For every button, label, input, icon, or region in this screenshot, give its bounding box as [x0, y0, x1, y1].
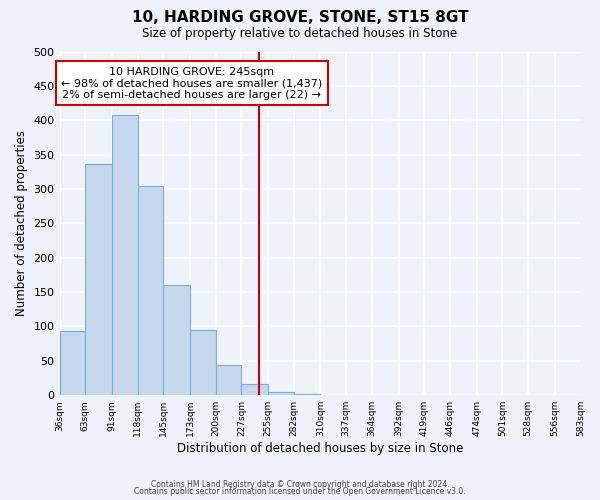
- Bar: [216, 365, 241, 395]
- Bar: [137, 186, 163, 395]
- Bar: [555, 394, 581, 395]
- Bar: [502, 394, 528, 395]
- Bar: [85, 164, 112, 395]
- Text: Size of property relative to detached houses in Stone: Size of property relative to detached ho…: [142, 28, 458, 40]
- Text: Contains HM Land Registry data © Crown copyright and database right 2024.: Contains HM Land Registry data © Crown c…: [151, 480, 449, 489]
- Bar: [163, 284, 190, 395]
- Bar: [268, 392, 294, 395]
- Bar: [346, 394, 372, 395]
- Bar: [112, 116, 137, 395]
- Text: 10, HARDING GROVE, STONE, ST15 8GT: 10, HARDING GROVE, STONE, ST15 8GT: [131, 10, 469, 25]
- Bar: [59, 332, 85, 395]
- Bar: [241, 384, 268, 395]
- Y-axis label: Number of detached properties: Number of detached properties: [15, 130, 28, 316]
- X-axis label: Distribution of detached houses by size in Stone: Distribution of detached houses by size …: [177, 442, 463, 455]
- Bar: [294, 394, 320, 395]
- Bar: [190, 330, 216, 395]
- Text: Contains public sector information licensed under the Open Government Licence v3: Contains public sector information licen…: [134, 488, 466, 496]
- Text: 10 HARDING GROVE: 245sqm
← 98% of detached houses are smaller (1,437)
2% of semi: 10 HARDING GROVE: 245sqm ← 98% of detach…: [61, 66, 323, 100]
